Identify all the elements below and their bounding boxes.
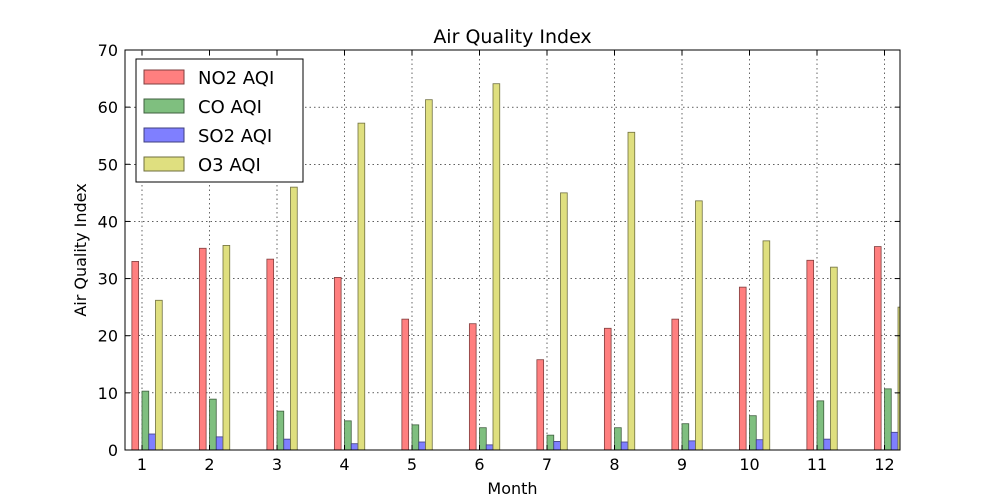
y-axis-label: Air Quality Index [71, 183, 90, 316]
y-tick-label: 0 [108, 441, 118, 460]
bar-so2-aqi-11 [823, 438, 831, 451]
bar-so2-aqi-10 [755, 439, 764, 451]
y-tick-label: 40 [98, 212, 118, 231]
bar-co-aqi-1 [141, 390, 150, 451]
bar-o3-aqi-10 [762, 240, 771, 451]
legend-label: SO2 AQI [198, 126, 272, 147]
x-tick-label: 11 [807, 455, 827, 474]
bar-o3-aqi-5 [425, 99, 433, 451]
legend-swatch [143, 69, 185, 85]
bar-no2-aqi-9 [671, 318, 680, 451]
y-tick-labels: 0 10 20 30 40 50 60 70 [98, 41, 118, 460]
bar-o3-aqi-9 [695, 200, 703, 451]
bar-so2-aqi-9 [688, 440, 696, 451]
bar-no2-aqi-8 [603, 327, 612, 451]
x-tick-label: 10 [739, 455, 759, 474]
bar-so2-aqi-4 [350, 443, 359, 451]
axis-ticks [125, 49, 900, 451]
bar-no2-aqi-4 [333, 277, 342, 451]
legend-label: O3 AQI [198, 155, 261, 176]
x-tick-label: 8 [609, 455, 619, 474]
x-tick-label: 12 [874, 455, 894, 474]
bar-co-aqi-10 [749, 415, 757, 451]
bar-so2-aqi-7 [553, 441, 561, 451]
bar-so2-aqi-6 [485, 444, 494, 451]
y-tick-label: 10 [98, 384, 118, 403]
bar-co-aqi-4 [344, 420, 352, 451]
legend-swatch [143, 156, 185, 172]
bar-so2-aqi-5 [418, 441, 426, 451]
y-tick-label: 50 [98, 155, 118, 174]
x-tick-label: 7 [542, 455, 552, 474]
legend-label: CO AQI [198, 97, 262, 118]
bar-o3-aqi-8 [627, 131, 636, 451]
bar-so2-aqi-12 [890, 431, 899, 451]
bar-co-aqi-2 [209, 398, 217, 451]
x-tick-label: 1 [137, 455, 147, 474]
bar-co-aqi-12 [884, 388, 892, 451]
bar-no2-aqi-12 [873, 246, 882, 451]
bar-no2-aqi-2 [198, 247, 207, 451]
bar-so2-aqi-1 [148, 433, 156, 451]
x-axis-label: Month [487, 479, 537, 498]
bar-o3-aqi-2 [222, 245, 231, 451]
bar-so2-aqi-8 [620, 441, 629, 451]
x-tick-labels: 1 2 3 4 5 6 7 8 9 10 11 12 [137, 455, 895, 474]
x-tick-label: 3 [272, 455, 282, 474]
bar-co-aqi-9 [681, 423, 690, 451]
grid-lines [125, 50, 900, 450]
bar-o3-aqi-6 [492, 83, 501, 451]
bar-co-aqi-3 [276, 410, 285, 451]
bar-no2-aqi-1 [131, 261, 140, 451]
bar-no2-aqi-3 [266, 258, 275, 451]
bar-co-aqi-11 [816, 400, 825, 451]
legend-swatch [143, 98, 185, 114]
bar-co-aqi-6 [479, 427, 487, 451]
bar-o3-aqi-3 [290, 186, 298, 451]
bar-o3-aqi-7 [560, 192, 568, 451]
y-tick-label: 70 [98, 41, 118, 60]
bar-co-aqi-5 [411, 424, 420, 451]
bar-o3-aqi-4 [357, 122, 366, 451]
x-tick-label: 4 [339, 455, 349, 474]
bar-no2-aqi-11 [806, 259, 815, 451]
bar-no2-aqi-10 [738, 286, 747, 451]
bar-no2-aqi-6 [468, 323, 477, 451]
bar-co-aqi-8 [614, 427, 622, 451]
x-tick-label: 5 [407, 455, 417, 474]
bar-o3-aqi-11 [830, 266, 838, 451]
legend-swatch [143, 127, 185, 143]
x-tick-label: 9 [677, 455, 687, 474]
bar-no2-aqi-5 [401, 318, 410, 451]
bar-so2-aqi-2 [215, 436, 224, 451]
y-tick-label: 60 [98, 98, 118, 117]
x-tick-label: 6 [474, 455, 484, 474]
legend-label: NO2 AQI [198, 68, 274, 89]
bar-so2-aqi-3 [283, 438, 291, 451]
bar-o3-aqi-1 [155, 299, 163, 451]
x-tick-label: 2 [204, 455, 214, 474]
chart-title: Air Quality Index [433, 26, 591, 48]
plot-frame [124, 49, 901, 451]
bar-co-aqi-7 [546, 434, 555, 451]
y-tick-label: 20 [98, 327, 118, 346]
y-tick-label: 30 [98, 270, 118, 289]
legend: NO2 AQI CO AQI SO2 AQI O3 AQI [135, 58, 304, 183]
bar-no2-aqi-7 [536, 359, 545, 451]
